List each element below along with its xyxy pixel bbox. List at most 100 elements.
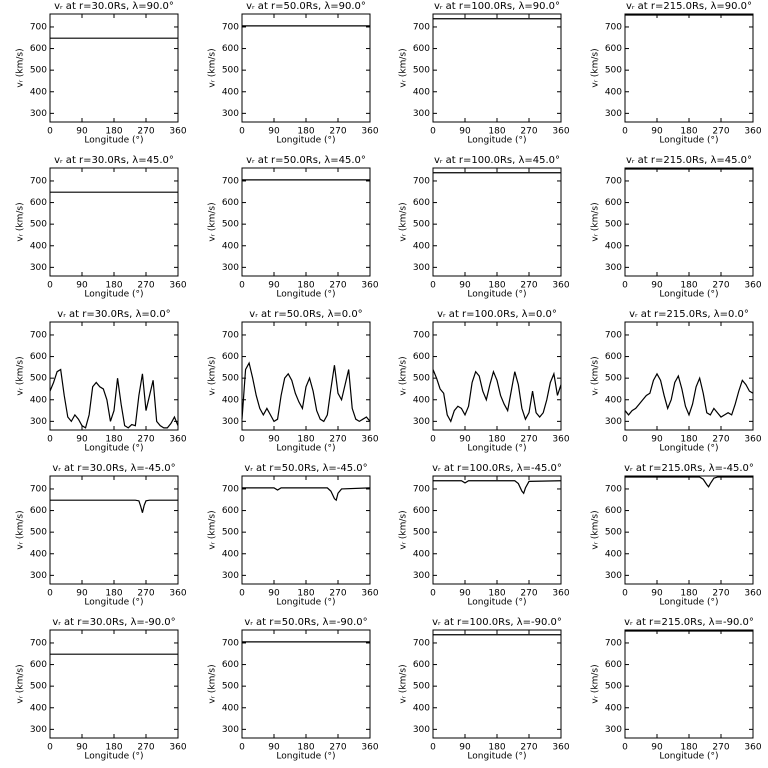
y-axis-label: vᵣ (km/s) [208, 356, 218, 395]
x-tick-label: 270 [520, 589, 537, 599]
x-tick-label: 0 [622, 127, 628, 137]
y-axis-label: vᵣ (km/s) [399, 664, 409, 703]
y-axis-label: vᵣ (km/s) [16, 664, 26, 703]
y-tick-label: 700 [413, 484, 430, 494]
x-axis-label: Longitude (°) [84, 136, 143, 146]
subplot: vᵣ at r=30.0Rs, λ=0.0° 0 90 180 270 360 300 400… [16, 309, 187, 454]
x-tick-label: 360 [552, 435, 569, 445]
y-axis-label: vᵣ (km/s) [16, 510, 26, 549]
data-line [432, 369, 562, 423]
y-tick-label: 500 [605, 528, 622, 538]
subplot: vᵣ at r=100.0Rs, λ=0.0° 0 90 180 270 360 300 40… [399, 309, 570, 454]
x-axis-label: Longitude (°) [276, 136, 335, 146]
x-tick-label: 90 [268, 589, 280, 599]
x-tick-label: 180 [105, 281, 122, 291]
x-axis-label: Longitude (°) [467, 444, 526, 454]
y-tick-label: 400 [413, 87, 430, 97]
y-tick-label: 400 [30, 703, 47, 713]
data-line [50, 499, 178, 513]
y-tick-label: 400 [222, 241, 239, 251]
x-tick-label: 180 [680, 589, 697, 599]
x-axis-label: Longitude (°) [84, 598, 143, 608]
x-tick-label: 270 [137, 281, 154, 291]
y-tick-label: 300 [605, 571, 622, 581]
x-tick-label: 180 [105, 435, 122, 445]
x-tick-label: 0 [430, 589, 436, 599]
y-tick-label: 600 [605, 506, 622, 516]
y-tick-label: 300 [30, 571, 47, 581]
x-tick-label: 90 [651, 435, 663, 445]
y-tick-label: 300 [222, 417, 239, 427]
plot-frame [49, 167, 179, 277]
y-axis-label: vᵣ (km/s) [16, 48, 26, 87]
subplot: vᵣ at r=100.0Rs, λ=45.0° 0 90 180 270 360 300 4… [399, 155, 570, 300]
subplot-title: vᵣ at r=215.0Rs, λ=-45.0° [624, 463, 754, 474]
y-tick-label: 500 [413, 220, 430, 230]
x-tick-label: 180 [680, 743, 697, 753]
x-tick-label: 0 [622, 743, 628, 753]
y-tick-label: 500 [30, 528, 47, 538]
x-tick-label: 90 [459, 281, 471, 291]
y-tick-label: 300 [30, 109, 47, 119]
x-axis-label: Longitude (°) [659, 136, 718, 146]
x-tick-label: 0 [47, 743, 53, 753]
x-tick-label: 360 [169, 281, 186, 291]
x-tick-label: 360 [361, 589, 378, 599]
y-axis-label: vᵣ (km/s) [591, 202, 601, 241]
subplot: vᵣ at r=30.0Rs, λ=90.0° 0 90 180 270 360 300 40… [16, 1, 187, 146]
x-axis-label: Longitude (°) [467, 290, 526, 300]
plot-frame [624, 13, 754, 123]
x-tick-label: 270 [520, 281, 537, 291]
y-tick-label: 600 [30, 506, 47, 516]
x-axis-label: Longitude (°) [659, 290, 718, 300]
y-tick-label: 700 [222, 484, 239, 494]
y-tick-label: 700 [605, 484, 622, 494]
x-tick-label: 90 [76, 435, 88, 445]
subplot-title: vᵣ at r=50.0Rs, λ=90.0° [246, 1, 366, 12]
subplot: vᵣ at r=50.0Rs, λ=90.0° 0 90 180 270 360 300 40… [208, 1, 379, 146]
y-axis-label: vᵣ (km/s) [399, 48, 409, 87]
x-axis-label: Longitude (°) [467, 136, 526, 146]
y-tick-label: 700 [605, 638, 622, 648]
x-tick-label: 270 [520, 743, 537, 753]
x-tick-label: 180 [680, 281, 697, 291]
y-tick-label: 400 [605, 241, 622, 251]
y-tick-label: 500 [30, 220, 47, 230]
y-tick-label: 500 [413, 66, 430, 76]
y-tick-label: 600 [30, 352, 47, 362]
subplot-title: vᵣ at r=100.0Rs, λ=45.0° [434, 155, 560, 166]
x-tick-label: 180 [105, 589, 122, 599]
y-tick-label: 500 [222, 682, 239, 692]
y-axis-label: vᵣ (km/s) [591, 664, 601, 703]
y-tick-label: 500 [413, 528, 430, 538]
plot-frame [432, 629, 562, 739]
subplot-title: vᵣ at r=50.0Rs, λ=-45.0° [244, 463, 367, 474]
x-tick-label: 270 [137, 589, 154, 599]
x-tick-label: 180 [297, 743, 314, 753]
y-tick-label: 400 [413, 241, 430, 251]
y-axis-label: vᵣ (km/s) [208, 202, 218, 241]
y-tick-label: 400 [222, 87, 239, 97]
x-tick-label: 360 [744, 127, 761, 137]
y-tick-label: 600 [605, 44, 622, 54]
subplot-title: vᵣ at r=100.0Rs, λ=0.0° [437, 309, 557, 320]
subplot-title: vᵣ at r=30.0Rs, λ=90.0° [54, 1, 174, 12]
y-tick-label: 600 [222, 352, 239, 362]
data-line [49, 368, 179, 429]
x-tick-label: 270 [712, 127, 729, 137]
x-tick-label: 90 [268, 127, 280, 137]
y-axis-label: vᵣ (km/s) [591, 356, 601, 395]
x-tick-label: 0 [239, 743, 245, 753]
x-tick-label: 270 [137, 743, 154, 753]
x-axis-label: Longitude (°) [84, 290, 143, 300]
subplot: vᵣ at r=215.0Rs, λ=90.0° 0 90 180 270 360 300 4… [591, 1, 762, 146]
y-axis-label: vᵣ (km/s) [208, 48, 218, 87]
y-tick-label: 700 [30, 176, 47, 186]
y-tick-label: 500 [605, 220, 622, 230]
y-tick-label: 400 [413, 549, 430, 559]
x-axis-label: Longitude (°) [659, 752, 718, 762]
y-tick-label: 300 [30, 417, 47, 427]
x-axis-label: Longitude (°) [659, 444, 718, 454]
